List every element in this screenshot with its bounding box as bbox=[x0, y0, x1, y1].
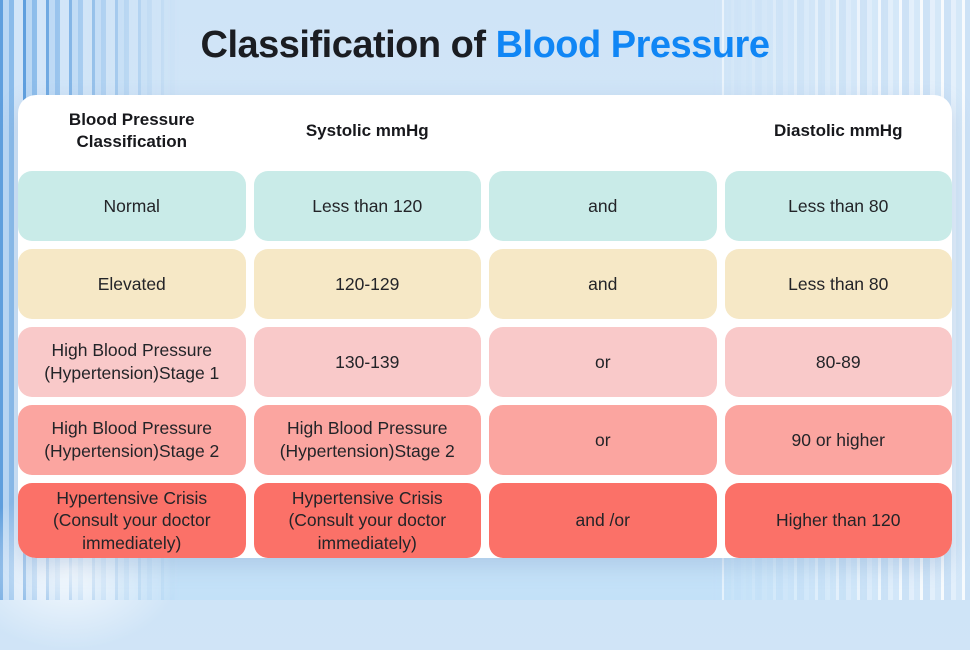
header-classification-label: Blood Pressure Classification bbox=[68, 110, 195, 151]
cell-classification: High Blood Pressure (Hypertension)Stage … bbox=[18, 404, 246, 475]
table-header-row: Blood Pressure Classification Systolic m… bbox=[18, 99, 952, 163]
cell-diastolic: Less than 80 bbox=[724, 171, 952, 241]
cell-diastolic: Less than 80 bbox=[724, 248, 952, 319]
header-systolic-label: Systolic mmHg bbox=[305, 121, 429, 141]
table-row-crisis: Hypertensive Crisis (Consult your doctor… bbox=[18, 482, 952, 558]
cell-diastolic: 90 or higher bbox=[724, 404, 952, 475]
cell-connector: or bbox=[489, 326, 717, 397]
cell-systolic: High Blood Pressure (Hypertension)Stage … bbox=[253, 404, 481, 475]
page-title-highlight: Blood Pressure bbox=[495, 24, 770, 66]
cell-classification: Normal bbox=[18, 171, 246, 241]
cell-connector: and bbox=[489, 171, 717, 241]
table-row-stage2: High Blood Pressure (Hypertension)Stage … bbox=[18, 404, 952, 475]
cell-classification: Elevated bbox=[18, 248, 246, 319]
cell-diastolic: Higher than 120 bbox=[724, 482, 952, 558]
cell-systolic: 120-129 bbox=[253, 248, 481, 319]
table-row-stage1: High Blood Pressure (Hypertension)Stage … bbox=[18, 326, 952, 397]
cell-classification: Hypertensive Crisis (Consult your doctor… bbox=[18, 482, 246, 558]
cell-systolic: Less than 120 bbox=[253, 171, 481, 241]
cell-systolic: Hypertensive Crisis (Consult your doctor… bbox=[253, 482, 481, 558]
page-title: Classification of Blood Pressure bbox=[0, 24, 970, 67]
table-row-normal: Normal Less than 120 and Less than 80 bbox=[18, 171, 952, 241]
header-diastolic-label: Diastolic mmHg bbox=[774, 121, 903, 141]
cell-connector: and bbox=[489, 248, 717, 319]
cell-diastolic: 80-89 bbox=[724, 326, 952, 397]
header-diastolic: Diastolic mmHg bbox=[725, 99, 953, 163]
header-classification: Blood Pressure Classification bbox=[18, 99, 246, 163]
table-row-elevated: Elevated 120-129 and Less than 80 bbox=[18, 248, 952, 319]
header-systolic: Systolic mmHg bbox=[254, 99, 482, 163]
cell-systolic: 130-139 bbox=[253, 326, 481, 397]
cell-connector: and /or bbox=[489, 482, 717, 558]
page-title-prefix: Classification of bbox=[200, 24, 496, 66]
cell-connector: or bbox=[489, 404, 717, 475]
blood-pressure-table: Blood Pressure Classification Systolic m… bbox=[18, 95, 952, 558]
header-connector bbox=[489, 99, 717, 163]
cell-classification: High Blood Pressure (Hypertension)Stage … bbox=[18, 326, 246, 397]
